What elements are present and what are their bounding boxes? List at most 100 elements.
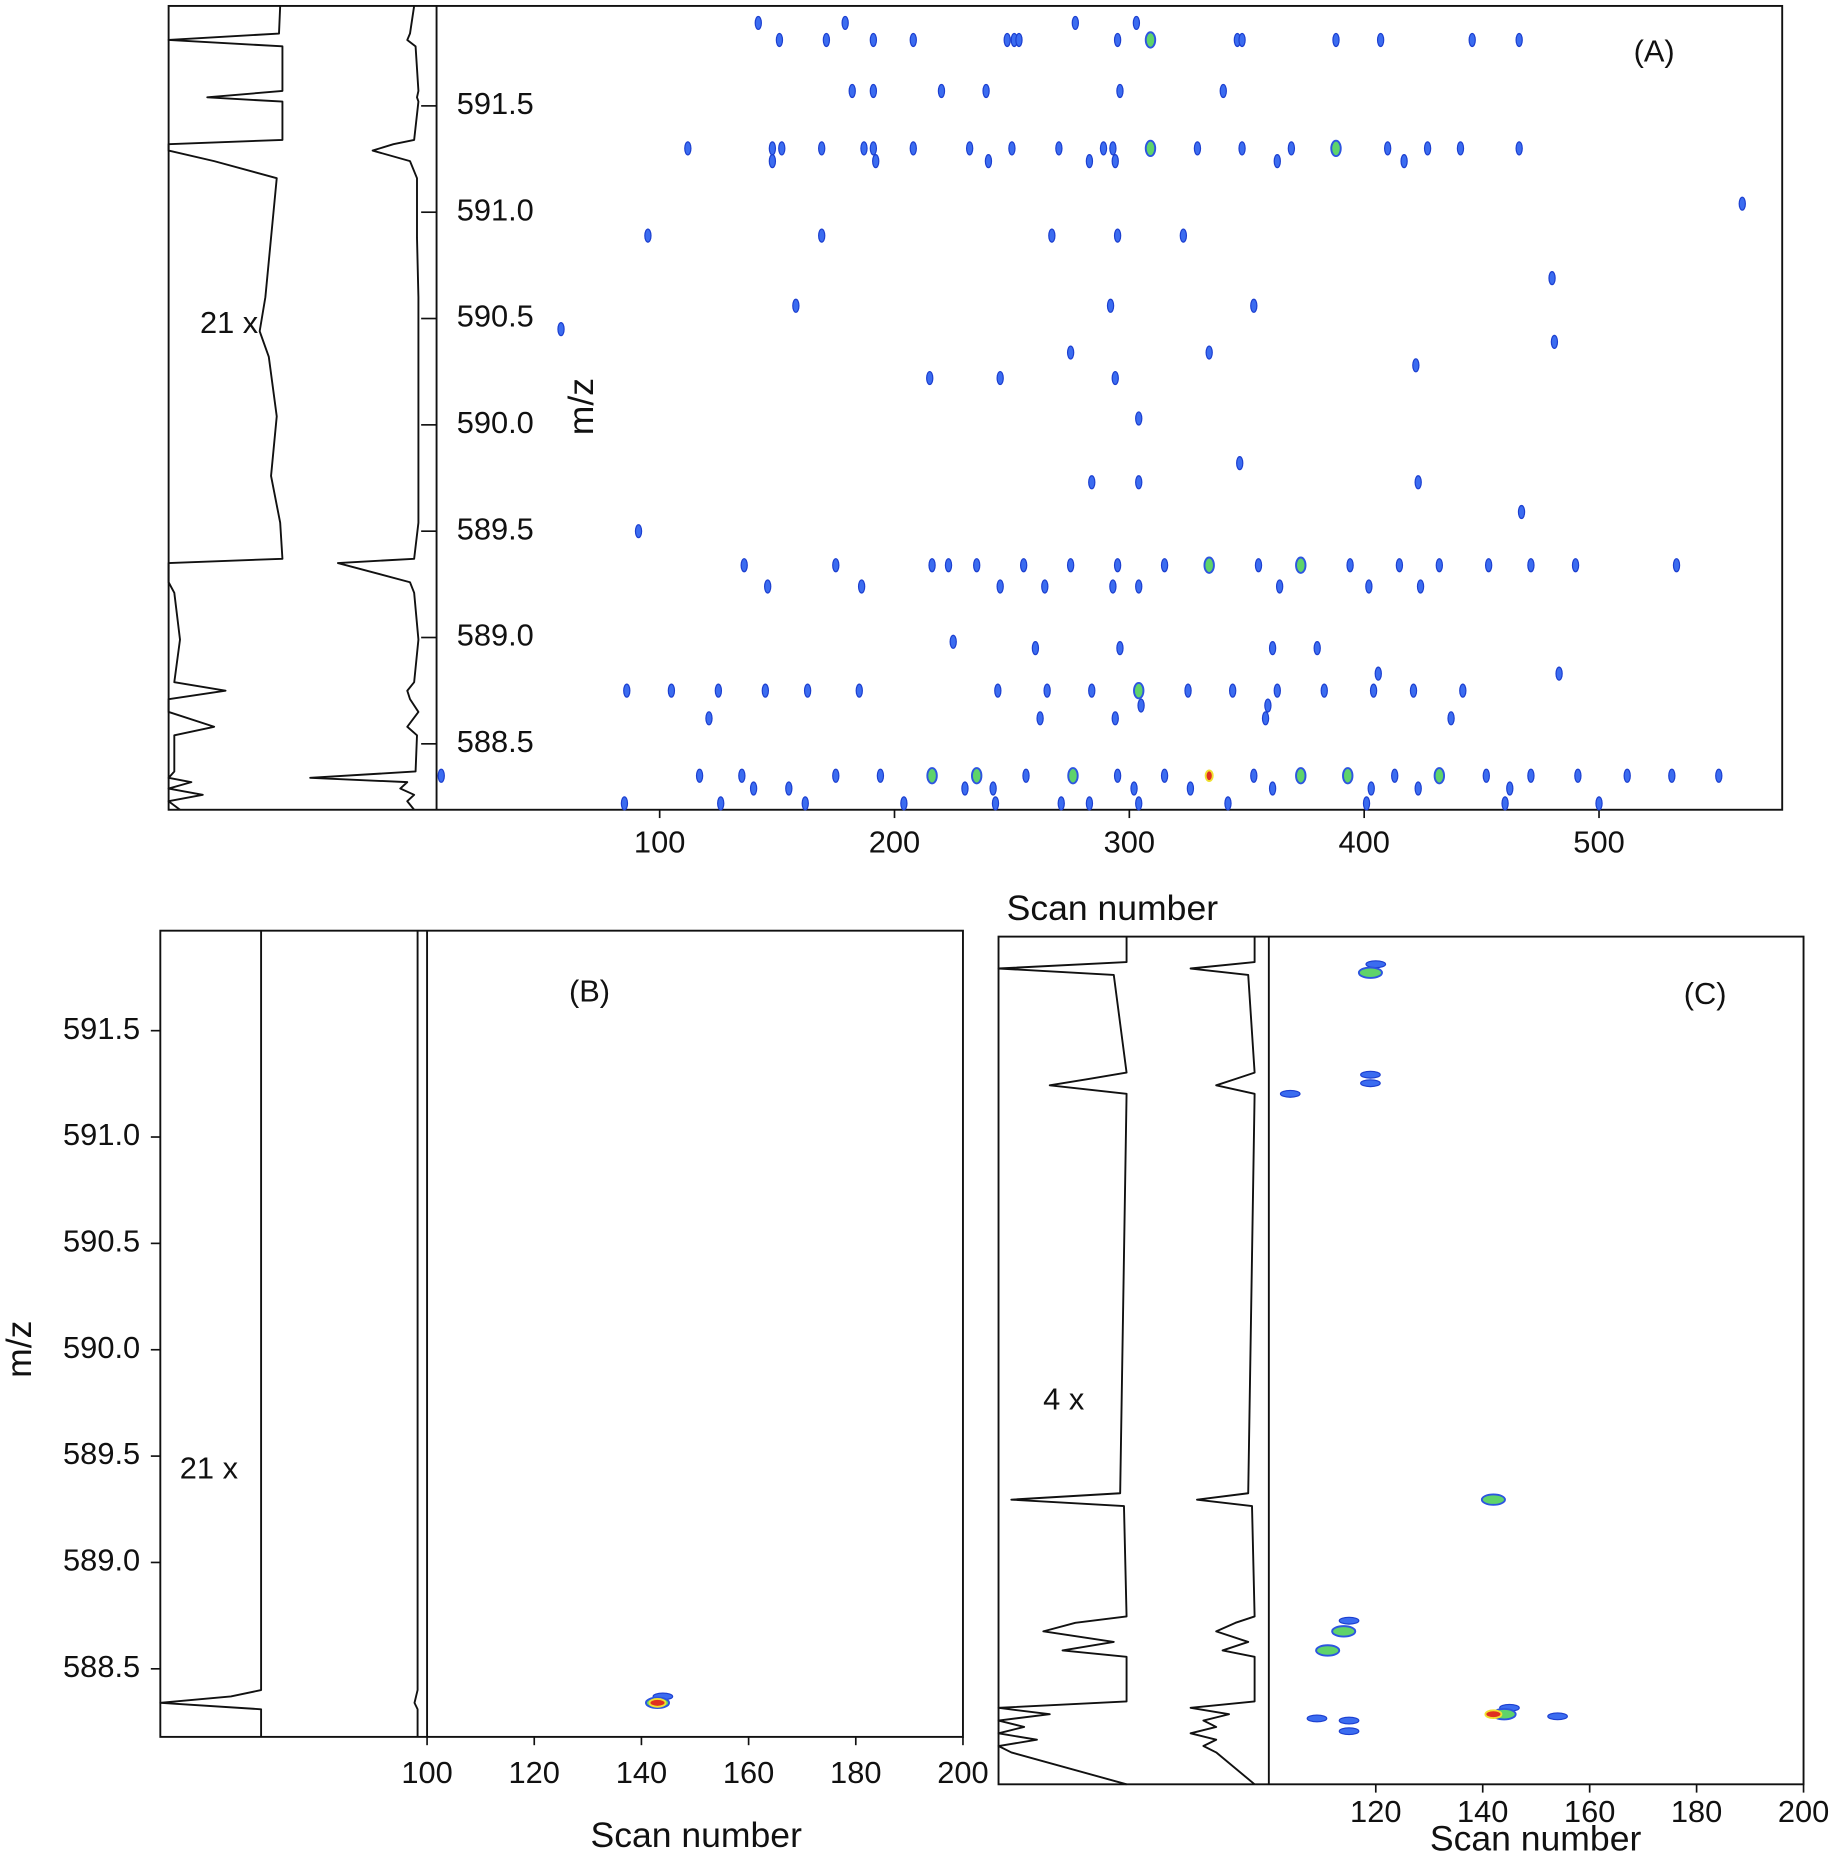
- contour-spot: [872, 154, 880, 169]
- contour-spot: [1132, 15, 1141, 31]
- contour-spot: [926, 370, 934, 386]
- side-trace: [309, 5, 420, 811]
- contour-spot: [620, 796, 629, 811]
- contour-spot: [557, 322, 565, 337]
- contour-spot: [1357, 966, 1383, 979]
- contour-spot: [984, 154, 993, 169]
- contour-spot: [1416, 579, 1425, 594]
- x-axis-title: Scan number: [590, 1815, 802, 1855]
- x-tick-label: 120: [509, 1755, 560, 1790]
- contour-spot: [855, 683, 863, 698]
- x-tick-label: 120: [1350, 1794, 1401, 1829]
- contour-spot: [1342, 767, 1354, 785]
- y-axis-title: m/z: [0, 1321, 39, 1378]
- contour-spot: [1048, 228, 1056, 243]
- x-tick-label: 140: [1457, 1794, 1508, 1829]
- contour-spot: [1555, 666, 1563, 681]
- contour-spot: [740, 558, 748, 573]
- contour-spot: [1273, 683, 1281, 698]
- contour-spot: [1160, 558, 1169, 573]
- panel: 588.5 589.0 589.5 590.0 590.5 591.0 591.5 100 12…: [0, 929, 989, 1855]
- side-trace: [413, 930, 419, 1737]
- y-tick-label: 591.0: [457, 192, 534, 227]
- contour-spot: [1041, 579, 1049, 594]
- y-tick-label: 590.5: [457, 299, 534, 334]
- contour-spot: [1137, 698, 1145, 713]
- contour-spot: [1362, 796, 1371, 811]
- x-tick-label: 140: [616, 1755, 667, 1790]
- contour-spot: [1135, 475, 1143, 490]
- contour-spot: [785, 781, 793, 796]
- contour-spot: [1109, 141, 1117, 156]
- contour-spot: [768, 154, 777, 169]
- contour-spot: [1113, 32, 1122, 48]
- contour-spot: [1376, 32, 1385, 48]
- contour-spot: [1391, 768, 1399, 783]
- contour-spot: [778, 141, 786, 156]
- contour-spot: [1515, 141, 1523, 156]
- contour-spot: [1071, 15, 1080, 31]
- panel-label: (B): [569, 974, 610, 1009]
- contour-spot: [1338, 1716, 1360, 1725]
- x-axis-title: Scan number: [1430, 1819, 1642, 1859]
- contour-spot: [1186, 781, 1195, 796]
- contour-spot: [1179, 228, 1188, 243]
- contour-spot: [1144, 139, 1157, 158]
- contour-spot: [1113, 228, 1122, 243]
- contour-spot: [869, 141, 878, 156]
- contour-spot: [1250, 298, 1258, 313]
- contour-spot: [1338, 1616, 1360, 1625]
- contour-spot: [754, 15, 762, 31]
- contour-spot: [695, 768, 704, 783]
- contour-spot: [1423, 141, 1432, 156]
- contour-spot: [1111, 154, 1119, 169]
- contour-spot: [1144, 31, 1157, 49]
- contour-spot: [996, 579, 1004, 594]
- contour-spot: [1116, 83, 1124, 99]
- contour-spot: [667, 683, 676, 698]
- contour-spot: [1369, 683, 1378, 698]
- contour-spot: [705, 711, 713, 726]
- contour-spot: [1275, 579, 1284, 594]
- contour-spot: [1550, 334, 1559, 350]
- y-tick-label: 591.0: [63, 1117, 140, 1152]
- contour-spot: [1332, 32, 1340, 48]
- contour-spot: [822, 32, 831, 48]
- contour-spot: [860, 141, 868, 156]
- contour-spot: [1395, 558, 1404, 573]
- x-tick-label: 500: [1573, 824, 1624, 859]
- contour-spot: [1261, 711, 1270, 726]
- contour-spot: [1456, 141, 1465, 156]
- x-tick-label: 100: [634, 824, 685, 859]
- contour-spot: [1055, 141, 1063, 156]
- contour-spot: [1113, 768, 1122, 783]
- contour-spot: [1374, 666, 1382, 681]
- contour-spot: [1236, 456, 1244, 471]
- contour-spot: [1480, 1493, 1506, 1506]
- contour-spot: [749, 781, 758, 796]
- contour-spot: [1228, 683, 1237, 698]
- contour-spot: [1506, 781, 1514, 796]
- x-tick-label: 400: [1338, 824, 1389, 859]
- side-trace: [159, 930, 263, 1737]
- contour-spot: [1019, 558, 1028, 573]
- contour-spot: [792, 298, 800, 313]
- contour-spot: [1238, 32, 1246, 48]
- y-tick-label: 589.0: [63, 1543, 140, 1578]
- y-tick-label: 589.0: [457, 618, 534, 653]
- contour-spot: [926, 767, 938, 785]
- y-tick-label: 590.0: [457, 405, 534, 440]
- contour-spot: [1205, 345, 1213, 360]
- contour-spot: [928, 558, 936, 573]
- y-tick-label: 588.5: [63, 1649, 140, 1684]
- contour-spot: [973, 558, 981, 573]
- contour-spot: [1501, 796, 1509, 811]
- contour-spot: [1360, 1070, 1381, 1079]
- contour-spot: [1306, 1714, 1328, 1723]
- contour-spot: [961, 781, 969, 796]
- contour-spot: [876, 768, 885, 783]
- contour-spot: [1043, 683, 1051, 698]
- amplification-note: 21 x: [180, 1450, 239, 1485]
- frame: [159, 929, 964, 1738]
- contour-spot: [1414, 475, 1422, 490]
